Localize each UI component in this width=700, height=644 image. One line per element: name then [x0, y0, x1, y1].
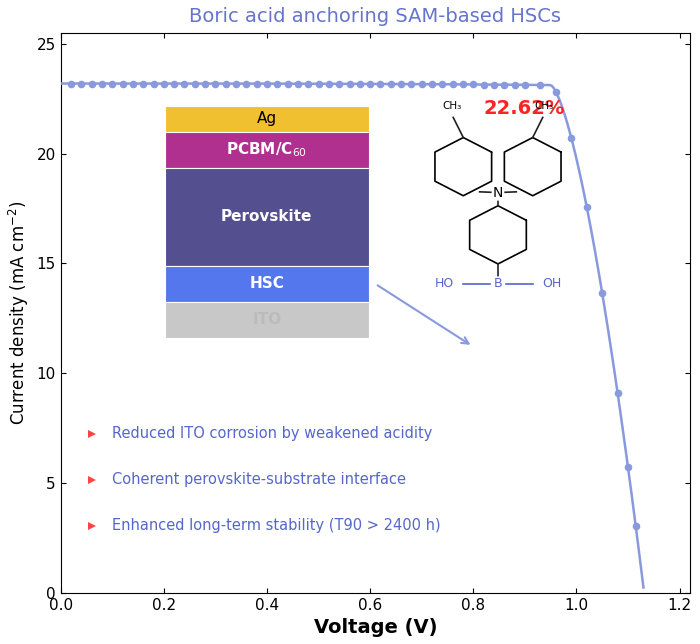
Point — [302, 79, 314, 89]
Point — [86, 79, 97, 89]
Point — [199, 79, 211, 89]
Point — [210, 79, 221, 89]
Point — [489, 79, 500, 90]
Point — [220, 79, 231, 89]
Point — [468, 79, 479, 90]
Text: Enhanced long-term stability (T90 > 2400 h): Enhanced long-term stability (T90 > 2400… — [112, 518, 441, 533]
Point — [76, 79, 87, 89]
Text: Coherent perovskite-substrate interface: Coherent perovskite-substrate interface — [112, 472, 406, 487]
Point — [334, 79, 345, 89]
Text: B: B — [494, 277, 503, 290]
Point — [293, 79, 304, 89]
Title: Boric acid anchoring SAM-based HSCs: Boric acid anchoring SAM-based HSCs — [189, 7, 561, 26]
Point — [106, 79, 118, 89]
Text: CH₃: CH₃ — [442, 100, 461, 111]
Point — [158, 79, 169, 89]
Text: N: N — [493, 185, 503, 200]
Point — [478, 79, 489, 90]
Point — [148, 79, 159, 89]
Point — [282, 79, 293, 89]
Text: HO: HO — [435, 277, 454, 290]
Point — [323, 79, 335, 89]
Point — [509, 80, 520, 90]
Point — [395, 79, 407, 89]
Point — [596, 288, 608, 298]
Point — [457, 79, 468, 90]
Point — [189, 79, 200, 89]
Point — [447, 79, 458, 90]
Point — [385, 79, 396, 89]
Point — [354, 79, 365, 89]
Point — [261, 79, 272, 89]
Point — [272, 79, 283, 89]
Point — [612, 388, 623, 399]
Bar — [164, 266, 369, 302]
Text: PCBM/C$_{60}$: PCBM/C$_{60}$ — [226, 140, 307, 159]
Text: Reduced ITO corrosion by weakened acidity: Reduced ITO corrosion by weakened acidit… — [112, 426, 433, 441]
Text: HSC: HSC — [249, 276, 284, 291]
Bar — [164, 167, 369, 266]
Point — [313, 79, 324, 89]
Point — [138, 79, 149, 89]
Point — [375, 79, 386, 89]
Point — [519, 80, 531, 90]
Point — [437, 79, 448, 90]
Point — [241, 79, 252, 89]
Point — [566, 133, 577, 143]
Text: OH: OH — [542, 277, 561, 290]
Point — [179, 79, 190, 89]
Text: ITO: ITO — [252, 312, 281, 327]
Text: Ag: Ag — [257, 111, 276, 126]
Point — [630, 521, 641, 531]
Text: CH₃: CH₃ — [534, 100, 554, 111]
Point — [416, 79, 427, 90]
Point — [550, 86, 561, 97]
Point — [169, 79, 180, 89]
Point — [117, 79, 128, 89]
Point — [365, 79, 376, 89]
Point — [251, 79, 262, 89]
Text: 22.62%: 22.62% — [484, 99, 565, 118]
Bar — [164, 106, 369, 131]
Point — [535, 80, 546, 90]
Bar — [164, 302, 369, 338]
Text: Perovskite: Perovskite — [221, 209, 312, 224]
Point — [344, 79, 355, 89]
Point — [426, 79, 438, 90]
Point — [97, 79, 108, 89]
Point — [498, 79, 510, 90]
Point — [622, 462, 634, 473]
Y-axis label: Current density (mA cm$^{-2}$): Current density (mA cm$^{-2}$) — [7, 201, 31, 425]
Point — [581, 202, 592, 212]
Point — [65, 79, 76, 89]
Bar — [164, 131, 369, 167]
X-axis label: Voltage (V): Voltage (V) — [314, 618, 437, 637]
Point — [230, 79, 241, 89]
Point — [406, 79, 417, 90]
Point — [127, 79, 139, 89]
